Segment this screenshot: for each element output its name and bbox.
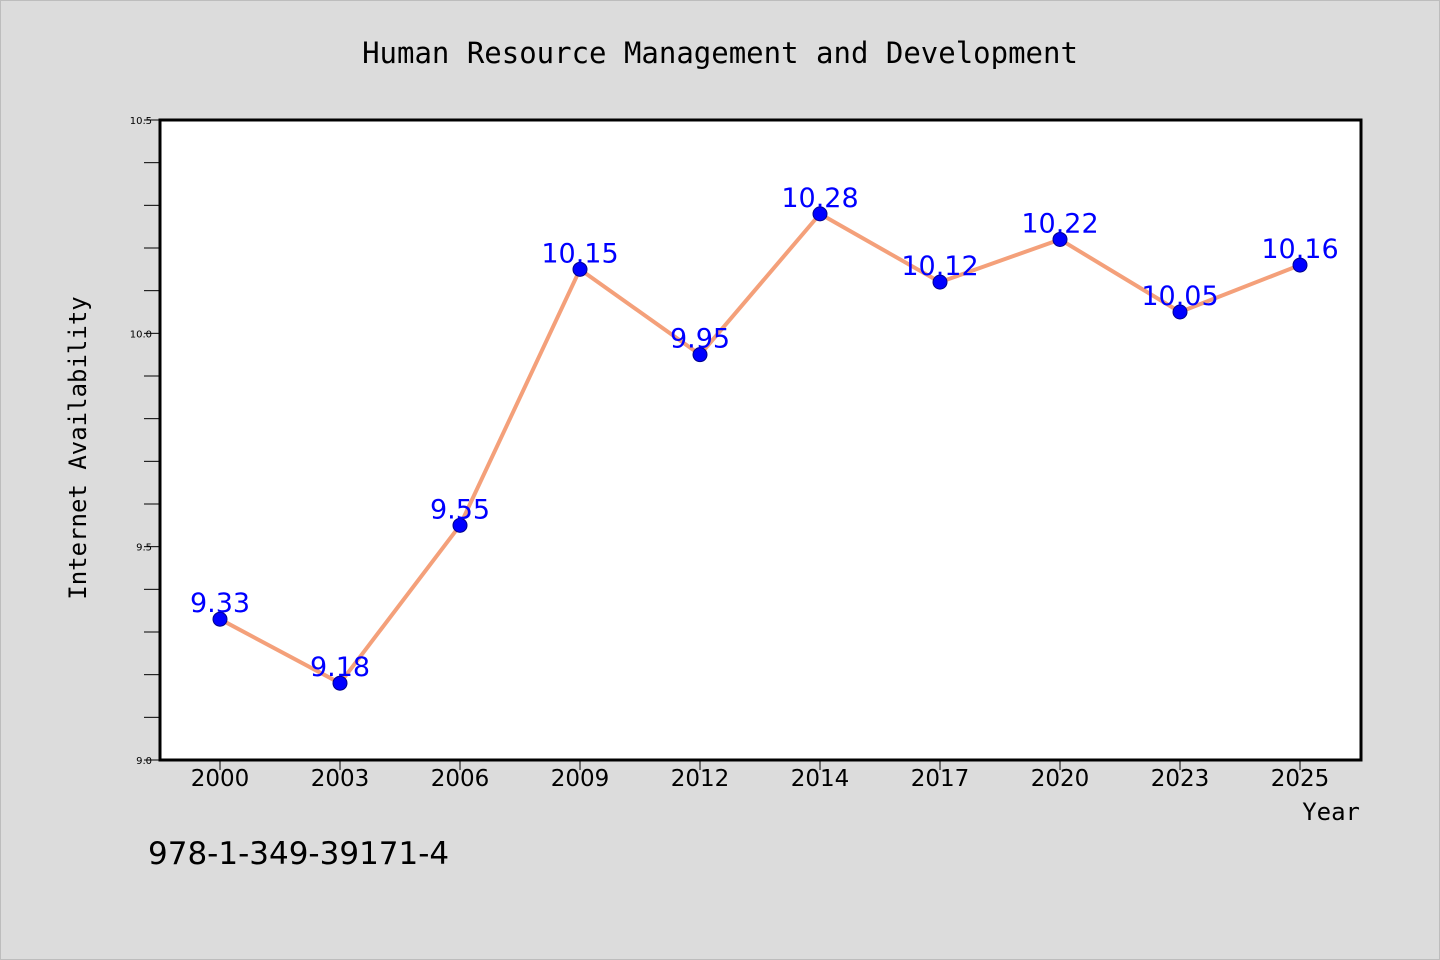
data-point [1052,231,1068,247]
x-tick-label: 2020 [1031,766,1090,792]
x-tick-label: 2012 [671,766,730,792]
x-axis: 2000 2003 2006 2009 2012 2014 2017 2020 2023 2025 [191,760,1330,792]
x-axis-label: Year [1302,798,1360,826]
isbn-label: 978-1-349-39171-4 [148,836,449,872]
data-point [212,611,228,627]
x-tick-label: 2017 [911,766,970,792]
x-tick-label: 2000 [191,766,250,792]
series-markers [212,206,1308,691]
x-tick-label: 2006 [431,766,490,792]
data-label: 9.55 [430,494,490,525]
data-label: 10.22 [1021,208,1098,239]
x-tick-label: 2025 [1271,766,1330,792]
data-label: 10.12 [901,251,978,282]
x-tick-label: 2009 [551,766,610,792]
x-tick-label: 2014 [791,766,850,792]
chart-title: Human Resource Management and Developmen… [362,36,1078,70]
data-point [452,517,468,533]
data-point [332,675,348,691]
series-line [219,211,1301,686]
data-label: 9.33 [190,588,250,619]
data-point [692,347,708,363]
data-point [812,206,828,222]
plot-area [158,118,1363,762]
data-label: 9.95 [670,324,730,355]
y-axis-label: Internet Availability [64,296,92,599]
data-point [932,274,948,290]
x-tick-label: 2003 [311,766,370,792]
y-axis: 9.0 9.5 10.0 10.5 [130,116,160,767]
data-label: 10.05 [1141,281,1218,312]
data-point [1292,257,1308,273]
data-label: 10.28 [781,183,858,214]
y-tick-label: 10.5 [130,116,152,127]
data-label: 9.18 [310,652,370,683]
x-tick-label: 2023 [1151,766,1210,792]
data-label: 10.15 [541,238,618,269]
data-label: 10.16 [1261,234,1338,265]
y-tick-label: 9.0 [136,756,152,767]
y-tick-label: 9.5 [136,543,152,554]
y-tick-label: 10.0 [130,329,152,340]
data-point [1172,304,1188,320]
data-labels: 9.33 9.18 9.55 10.15 9.95 10.28 10.12 10.22 10.0… [190,183,1339,683]
data-point [572,261,588,277]
